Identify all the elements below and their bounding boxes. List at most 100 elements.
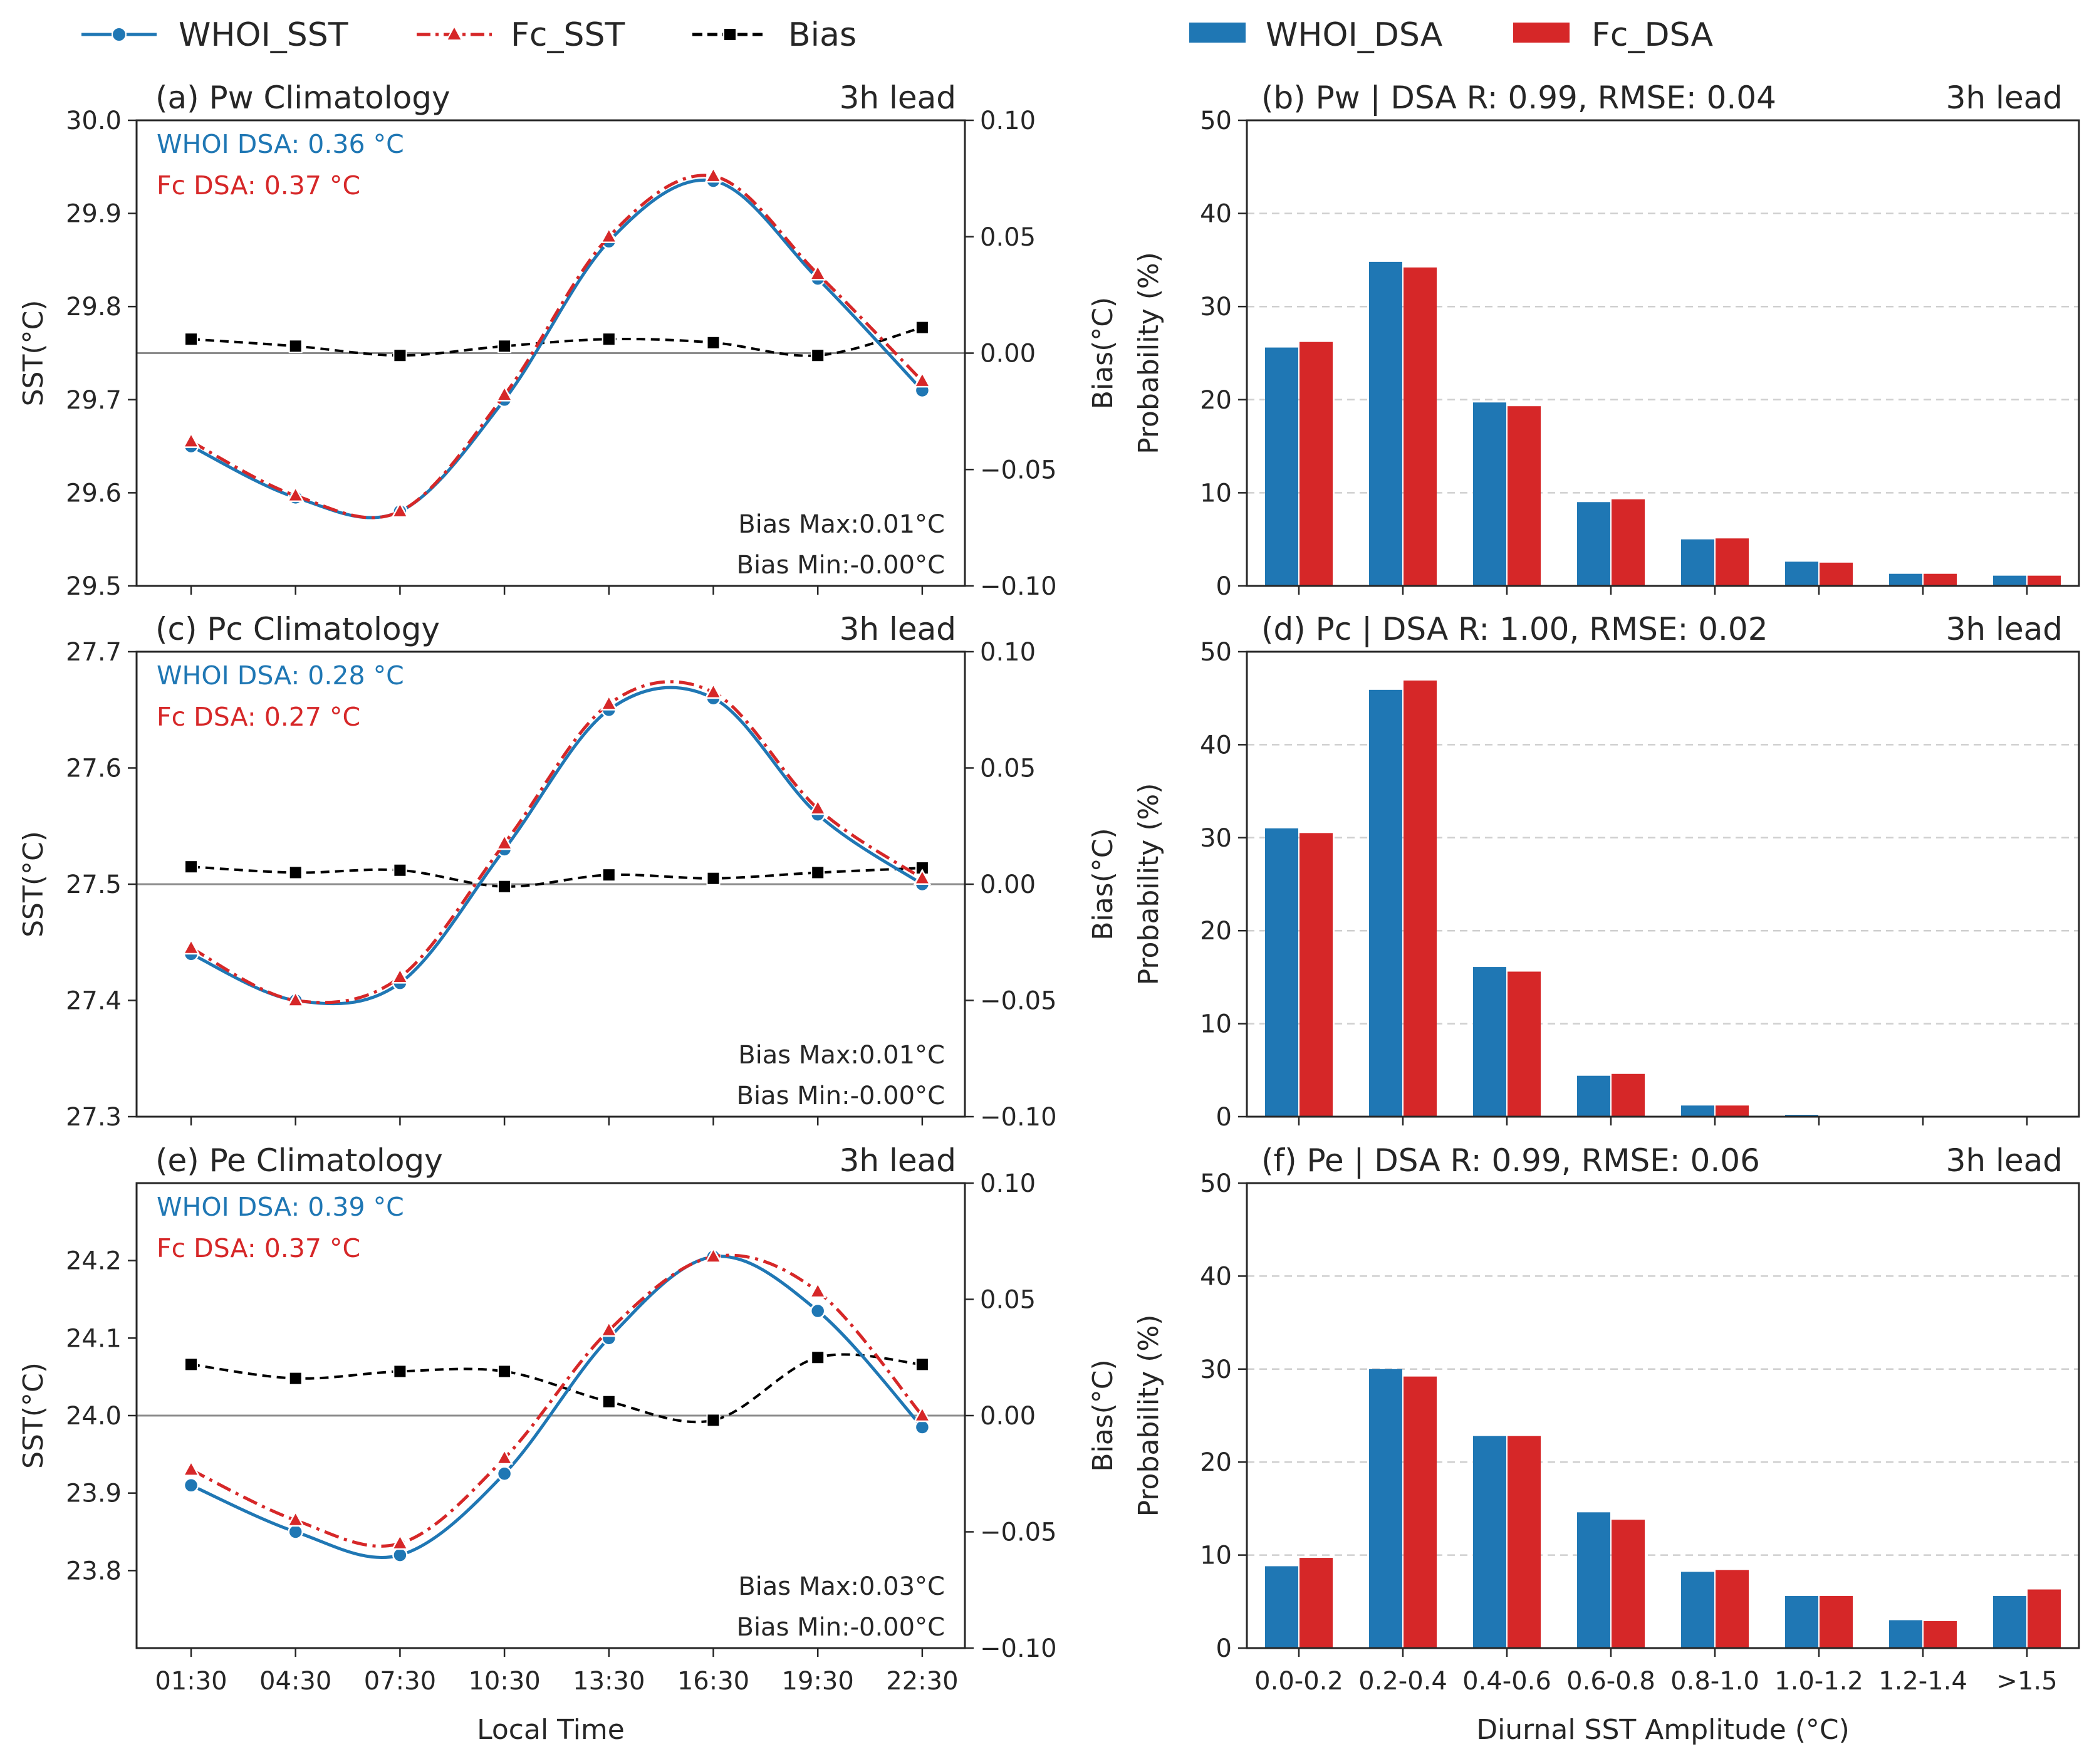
data-point-04:30 <box>286 486 305 503</box>
data-point-16:30 <box>704 682 722 699</box>
y2-axis-label: Bias(°C) <box>1087 1359 1119 1471</box>
x-tick-label: 19:30 <box>782 1667 854 1696</box>
legend-item-fc-sst: Fc_SST <box>417 16 625 54</box>
bar-0.4-0.6 <box>1508 971 1541 1117</box>
y-tick-label: 29.7 <box>66 386 122 415</box>
bar-0.4-0.6 <box>1473 1436 1506 1648</box>
x-tick-label: 10:30 <box>468 1667 540 1696</box>
y-tick-label: 27.3 <box>66 1103 122 1132</box>
y-tick-label: 10 <box>1200 1010 1232 1039</box>
data-point-16:30 <box>704 1246 722 1263</box>
data-point-19:30 <box>810 1303 826 1319</box>
data-point-01:30 <box>184 332 198 347</box>
legend-circle-marker <box>112 27 127 42</box>
data-point-16:30 <box>704 166 722 183</box>
y2-tick-label: 0.10 <box>980 638 1036 667</box>
y-tick-label: 40 <box>1200 1262 1232 1291</box>
y2-tick-label: −0.10 <box>980 1103 1057 1132</box>
series-line <box>190 1353 923 1424</box>
bar->1.5 <box>1993 575 2026 586</box>
series-line <box>190 686 924 1006</box>
y-tick-label: 27.6 <box>66 754 122 783</box>
y-axis-label: SST(°C) <box>18 300 49 407</box>
legend-label: WHOI_SST <box>179 16 348 54</box>
data-point-01:30 <box>184 1357 198 1372</box>
data-point-16:30 <box>706 1413 721 1427</box>
y-tick-label: 0 <box>1216 1103 1232 1132</box>
bar-0.6-0.8 <box>1577 1075 1610 1117</box>
y-tick-label: 0 <box>1216 572 1232 601</box>
bias-max-annotation: Bias Max:0.01°C <box>738 1041 945 1070</box>
y-tick-label: 30 <box>1200 824 1232 853</box>
y-tick-label: 23.9 <box>66 1480 122 1508</box>
legend-triangle-marker <box>445 24 463 41</box>
bar-1.2-1.4 <box>1889 1620 1922 1648</box>
legend-swatch <box>1189 23 1246 43</box>
series-whoi-sst <box>183 1249 930 1563</box>
legend-label: WHOI_DSA <box>1266 16 1443 54</box>
y2-tick-label: 0.00 <box>980 870 1036 899</box>
legend-label: Fc_SST <box>511 16 625 54</box>
bar-1.0-1.2 <box>1785 561 1818 586</box>
data-point-19:30 <box>809 798 827 815</box>
data-point-04:30 <box>288 339 303 353</box>
series-fc-dsa <box>1300 267 2061 586</box>
y-tick-label: 30.0 <box>66 107 122 135</box>
data-point-04:30 <box>288 1524 303 1540</box>
panel-title: (f) Pe | DSA R: 0.99, RMSE: 0.06 <box>1261 1142 1760 1179</box>
bar-1.2-1.4 <box>1924 573 1957 586</box>
x-tick-label: 1.2-1.4 <box>1878 1667 1967 1696</box>
bar-1.0-1.2 <box>1820 1595 1853 1648</box>
whoi-dsa-annotation: WHOI DSA: 0.28 °C <box>157 660 404 691</box>
data-point-19:30 <box>811 865 825 880</box>
y-tick-label: 29.5 <box>66 572 122 601</box>
bar-0.6-0.8 <box>1577 502 1610 586</box>
data-point-22:30 <box>915 320 929 335</box>
legend-item-whoi-sst: WHOI_SST <box>81 16 348 54</box>
y2-tick-label: 0.00 <box>980 340 1036 368</box>
y-tick-label: 50 <box>1200 638 1232 667</box>
y-tick-label: 20 <box>1200 386 1232 415</box>
panel-c-line-chart: 27.3 27.4 27.5 27.6 27.7 −0.10 −0.05 0.00 0.05 0.… <box>18 611 1119 1132</box>
y-axis-label: SST(°C) <box>18 831 49 937</box>
bar-0.8-1.0 <box>1681 1572 1714 1648</box>
y2-axis-label: Bias(°C) <box>1087 297 1119 409</box>
legend-item-fc-dsa: Fc_DSA <box>1513 16 1714 54</box>
data-point-04:30 <box>286 990 305 1007</box>
data-point-19:30 <box>811 348 825 363</box>
plot-frame <box>1246 1182 2080 1649</box>
y-tick-label: 29.9 <box>66 200 122 229</box>
y2-tick-label: −0.10 <box>980 1634 1057 1663</box>
y2-tick-label: 0.00 <box>980 1402 1036 1431</box>
x-tick-label: 22:30 <box>886 1667 958 1696</box>
x-tick-label: 0.8-1.0 <box>1670 1667 1759 1696</box>
data-point-10:30 <box>495 833 514 850</box>
x-tick-label: 1.0-1.2 <box>1774 1667 1863 1696</box>
bar-0.2-0.4 <box>1369 1369 1402 1648</box>
bias-min-annotation: Bias Min:-0.00°C <box>737 1082 945 1110</box>
bar-0.4-0.6 <box>1508 406 1541 586</box>
bar-0.0-0.2 <box>1265 347 1298 586</box>
bar-0.8-1.0 <box>1716 1570 1749 1648</box>
data-point-04:30 <box>286 1510 305 1527</box>
fc-dsa-annotation: Fc DSA: 0.37 °C <box>157 1233 360 1263</box>
data-point-01:30 <box>182 938 201 955</box>
y-tick-label: 30 <box>1200 1355 1232 1384</box>
legend-label: Bias <box>788 16 857 54</box>
series-fc-dsa <box>1300 681 1853 1117</box>
data-point-13:30 <box>602 1394 616 1409</box>
x-tick-label: 0.2-0.4 <box>1358 1667 1447 1696</box>
x-axis-label: Diurnal SST Amplitude (°C) <box>1476 1714 1850 1746</box>
y-tick-label: 27.5 <box>66 870 122 899</box>
y-tick-label: 10 <box>1200 479 1232 508</box>
bar-0.2-0.4 <box>1404 267 1437 586</box>
panel-a-line-chart: 29.5 29.6 29.7 29.8 29.9 30.0 −0.10 −0.05 0.00 0.… <box>18 80 1119 601</box>
y2-axis-label: Bias(°C) <box>1087 828 1119 940</box>
bar-0.8-1.0 <box>1681 1105 1714 1117</box>
bar-0.2-0.4 <box>1369 689 1402 1117</box>
data-point-01:30 <box>182 432 201 448</box>
panel-e-line-chart: 23.8 23.9 24.0 24.1 24.2 −0.10 −0.05 0.00 0.05 0.… <box>18 1142 1119 1746</box>
y-axis-label: SST(°C) <box>18 1362 49 1469</box>
lead-label: 3h lead <box>840 1142 956 1179</box>
panel-title: (e) Pe Climatology <box>155 1142 443 1179</box>
